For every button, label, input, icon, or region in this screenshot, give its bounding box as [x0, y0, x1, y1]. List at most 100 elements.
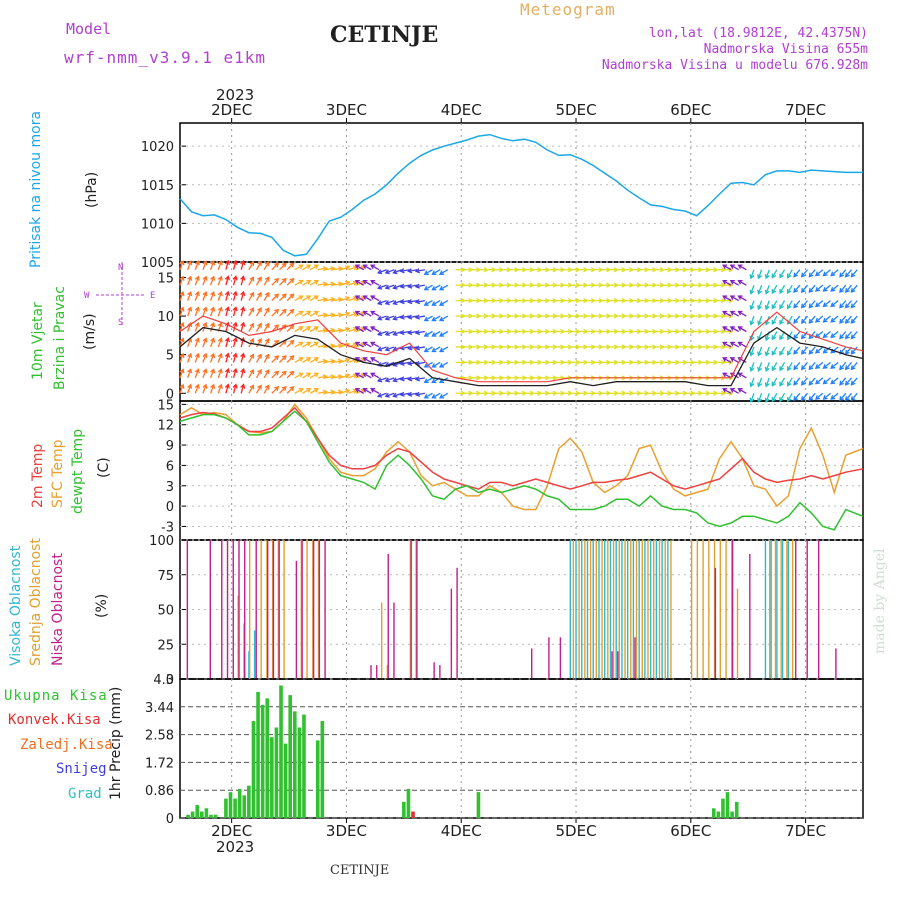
wind-arrow-head	[337, 312, 344, 318]
wind-arrow	[830, 377, 839, 385]
wind-arrow	[202, 291, 207, 301]
wind-arrow-head	[414, 314, 420, 320]
wind-arrow-head	[392, 315, 398, 321]
wind-arrow	[286, 324, 294, 332]
wind-arrow	[286, 262, 294, 271]
wind-arrow-head	[438, 270, 445, 275]
wind-arrow-head	[737, 388, 743, 393]
wind-arrow	[757, 393, 763, 402]
wind-arrow-head	[376, 377, 383, 383]
wind-arrow	[801, 331, 809, 339]
wind-arrow	[294, 264, 303, 271]
wind-arrow-head	[224, 367, 230, 374]
wind-arrow-head	[289, 386, 295, 391]
wind-arrow-head	[362, 295, 368, 300]
y-tick-label: 9	[166, 439, 174, 454]
wind-arrow	[432, 330, 441, 337]
y-tick-label: 100	[149, 534, 174, 549]
wind-arrow-head	[289, 324, 295, 330]
wind-arrow-head	[210, 368, 216, 374]
wind-arrow	[309, 341, 319, 348]
wind-arrow	[232, 322, 237, 332]
wind-arrow-head	[179, 306, 185, 312]
wind-arrow	[765, 346, 770, 356]
wind-arrow-head	[376, 300, 383, 306]
wind-speed-line	[179, 326, 864, 387]
wind-arrow	[415, 315, 425, 319]
wind-arrow	[263, 369, 270, 379]
y-tick-label: 4.3	[153, 673, 174, 688]
wind-arrow-head	[830, 317, 836, 323]
wind-arrow-head	[392, 269, 398, 275]
wind-arrow	[779, 346, 786, 356]
wind-arrow	[179, 276, 184, 286]
wind-arrow	[738, 388, 747, 394]
wind-arrow	[325, 391, 335, 394]
wind-arrow	[738, 326, 747, 333]
wind-arrow-head	[274, 339, 280, 345]
wind-arrow-head	[289, 370, 295, 376]
wind-arrow	[370, 341, 380, 348]
wind-arrow-head	[764, 382, 770, 388]
wind-arrow-head	[313, 279, 319, 285]
wind-arrow	[850, 315, 858, 324]
wind-arrow-head	[423, 285, 429, 291]
wind-arrow	[294, 357, 303, 363]
wind-arrow-head	[822, 302, 828, 308]
wind-arrow-head	[431, 332, 437, 337]
wind-arrow-head	[722, 264, 728, 270]
wind-arrow	[225, 276, 229, 286]
wind-arrow	[202, 338, 207, 348]
wind-arrow-head	[362, 310, 368, 316]
wind-arrow	[255, 354, 262, 363]
wind-arrow	[225, 291, 229, 301]
wind-arrow	[240, 307, 245, 317]
precip-total-bar	[224, 798, 228, 818]
wind-arrow-head	[330, 297, 336, 303]
wind-arrow-head	[187, 321, 193, 328]
wind-arrow-head	[217, 306, 223, 312]
wind-arrow-head	[431, 316, 437, 322]
wind-arrow	[255, 323, 262, 332]
wind-arrow-head	[779, 366, 784, 372]
wind-arrow	[415, 346, 425, 350]
wind-arrow-head	[274, 277, 280, 283]
wind-arrow-head	[298, 388, 304, 393]
wind-arrow-head	[771, 304, 777, 310]
wind-arrow	[263, 323, 270, 332]
wind-arrow	[765, 393, 770, 402]
wind-arrow	[294, 341, 303, 348]
wind-arrow-head	[313, 295, 319, 300]
footer-city: CETINJE	[330, 863, 390, 878]
wind-arrow-head	[414, 299, 420, 305]
wind-arrow-head	[376, 392, 383, 398]
wind-arrow	[240, 322, 245, 332]
wind-arrow-head	[257, 384, 262, 390]
wind-arrow-head	[749, 274, 755, 280]
wind-arrow-head	[362, 388, 368, 393]
wind-arrow	[309, 264, 319, 271]
wind-arrow-head	[423, 316, 429, 322]
wind-arrow	[225, 307, 229, 317]
wind-arrow-head	[414, 391, 420, 397]
wind-arrow-head	[850, 272, 856, 278]
precip-total-bar	[297, 727, 302, 818]
wind-arrow	[286, 278, 294, 286]
wind-arrow	[845, 284, 853, 293]
wind-arrow-head	[370, 295, 376, 300]
precip-total-bar	[186, 814, 190, 818]
precip-total-bar	[406, 788, 411, 818]
wind-arrow	[738, 341, 747, 348]
wind-arrow	[209, 322, 215, 332]
wind-arrow	[263, 307, 270, 317]
wind-arrow	[225, 368, 229, 379]
wind-arrow-head	[850, 318, 856, 324]
wind-arrow-head	[800, 272, 806, 278]
wind-arrow	[370, 295, 380, 302]
y-tick-label: 15	[157, 271, 174, 286]
wind-arrow-head	[224, 275, 230, 281]
wind-arrow	[815, 361, 824, 369]
wind-arrow	[801, 300, 809, 308]
wind-arrow-head	[210, 352, 216, 358]
wind-arrow	[325, 360, 335, 364]
